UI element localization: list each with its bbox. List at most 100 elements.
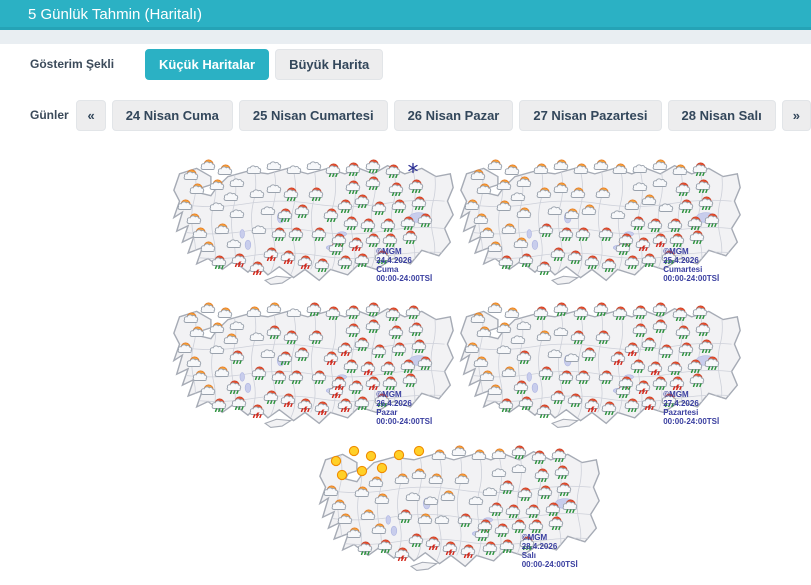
weather-icon-rain-shower bbox=[549, 388, 567, 404]
weather-icon-rain-shower bbox=[646, 216, 664, 233]
forecast-map-pazar[interactable]: ©MGM 26.4.2026 Pazar 00:00-24:00TSİ bbox=[171, 295, 456, 437]
weather-icon-thunderstorm bbox=[634, 235, 652, 252]
map-caption: ©MGM 25.4.2026 Cumartesi 00:00-24:00TSİ bbox=[663, 247, 719, 283]
display-option-small-maps[interactable]: Küçük Haritalar bbox=[145, 48, 270, 80]
weather-icon-sun-cloud bbox=[373, 491, 391, 507]
weather-icon-rain-shower bbox=[557, 225, 575, 242]
forecast-map-cuma[interactable]: ©MGM 24.4.2026 Cuma 00:00-24:00TSİ bbox=[171, 152, 456, 294]
weather-icon-thunderstorm bbox=[640, 394, 658, 410]
weather-icon-cloud bbox=[248, 185, 266, 201]
days-label: Günler bbox=[30, 108, 69, 122]
weather-icon-rain-shower bbox=[381, 374, 399, 390]
map-caption: ©MGM 26.4.2026 Pazar 00:00-24:00TSİ bbox=[376, 390, 432, 426]
weather-icon-rain-shower bbox=[532, 304, 550, 321]
forecast-map-pazartesi[interactable]: ©MGM 27.4.2026 Pazartesi 00:00-24:00TSİ bbox=[458, 295, 743, 437]
weather-icon-cloud bbox=[631, 178, 649, 194]
day-button-2[interactable]: 26 Nisan Pazar bbox=[393, 99, 514, 131]
weather-icon-cloud bbox=[510, 460, 528, 476]
weather-icon-cloud bbox=[245, 161, 263, 177]
weather-icon-rain-shower bbox=[347, 378, 365, 395]
days-prev-button[interactable]: « bbox=[76, 99, 106, 131]
weather-icon-thunderstorm bbox=[330, 374, 348, 390]
weather-icon-rain-shower bbox=[310, 368, 328, 385]
map-credit: ©MGM bbox=[376, 247, 402, 257]
weather-icon-rain-shower bbox=[569, 328, 587, 345]
weather-icon-rain-shower bbox=[674, 180, 692, 196]
weather-icon-rain-shower bbox=[381, 231, 399, 247]
weather-icon-sun-cloud bbox=[469, 310, 487, 326]
weather-icon-sun-cloud bbox=[475, 324, 493, 340]
weather-icon-cloud bbox=[433, 511, 451, 527]
weather-icon-rain-shower bbox=[344, 321, 362, 338]
weather-icon-cloud bbox=[228, 317, 246, 333]
weather-icon-cloud bbox=[552, 323, 570, 339]
day-button-4[interactable]: 28 Nisan Salı bbox=[667, 99, 776, 131]
weather-icon-rain-shower bbox=[549, 245, 567, 261]
weather-icon-rain-shower bbox=[694, 177, 712, 193]
weather-icon-sun bbox=[333, 467, 351, 483]
weather-icon-cloud bbox=[259, 345, 277, 361]
weather-icon-sun-cloud bbox=[367, 474, 385, 490]
day-button-0[interactable]: 24 Nisan Cuma bbox=[111, 99, 233, 131]
weather-icon-sun-cloud bbox=[490, 446, 508, 462]
weather-icon-rain-shower bbox=[376, 537, 394, 553]
weather-icon-rain-shower bbox=[566, 248, 584, 264]
weather-icon-rain-shower bbox=[537, 221, 555, 237]
weather-icon-rain-shower bbox=[344, 178, 362, 195]
weather-icon-thunderstorm bbox=[248, 402, 266, 419]
weather-icon-rain-shower bbox=[336, 197, 354, 213]
forecast-map-cumartesi[interactable]: ©MGM 25.4.2026 Cumartesi 00:00-24:00TSİ bbox=[458, 152, 743, 294]
weather-icon-rain-shower bbox=[686, 357, 704, 373]
weather-icon-sun-cloud bbox=[594, 185, 612, 201]
weather-icon-rain-shower bbox=[250, 364, 268, 380]
weather-icon-rain-shower bbox=[530, 448, 548, 465]
map-date: 26.4.2026 bbox=[376, 399, 412, 409]
weather-icon-thunderstorm bbox=[279, 248, 297, 264]
weather-icon-sun-cloud bbox=[453, 471, 471, 487]
map-day: Salı bbox=[521, 551, 536, 561]
weather-icon-sun-cloud bbox=[410, 466, 428, 482]
map-hours: 00:00-24:00TSİ bbox=[663, 417, 720, 427]
weather-icon-rain-shower bbox=[487, 500, 505, 516]
weather-icon-thunderstorm bbox=[336, 340, 354, 356]
weather-icon-rain-shower bbox=[293, 202, 311, 219]
weather-icon-sun-cloud bbox=[213, 364, 231, 380]
weather-icon-sun bbox=[390, 447, 408, 463]
weather-icon-sun bbox=[327, 453, 345, 469]
weather-icon-sun-cloud bbox=[450, 443, 468, 459]
weather-icon-cloud bbox=[265, 180, 283, 196]
weather-icon-rain-shower bbox=[533, 466, 551, 482]
weather-icon-rain-shower bbox=[276, 206, 294, 223]
weather-icon-rain-shower bbox=[305, 300, 323, 316]
weather-icon-cloud bbox=[422, 492, 440, 508]
weather-icon-rain-shower bbox=[364, 300, 382, 316]
map-caption: ©MGM 28.4.2026 Salı 00:00-24:00TSİ bbox=[522, 533, 578, 569]
weather-icon-sun-cloud bbox=[552, 157, 570, 173]
weather-icon-rain-shower bbox=[697, 337, 715, 353]
days-next-button[interactable]: » bbox=[781, 99, 811, 131]
weather-icon-sun-cloud bbox=[515, 205, 533, 221]
weather-icon-rain-shower bbox=[592, 300, 610, 316]
display-option-big-map[interactable]: Büyük Harita bbox=[275, 48, 384, 80]
weather-icon-sun-cloud bbox=[472, 354, 490, 370]
day-button-1[interactable]: 25 Nisan Cumartesi bbox=[238, 99, 388, 131]
weather-icon-rain-shower bbox=[597, 225, 615, 242]
weather-icon-cloud bbox=[563, 349, 581, 365]
weather-icon-rain-shower bbox=[574, 225, 592, 242]
weather-icon-rain-shower bbox=[404, 303, 422, 319]
day-button-3[interactable]: 27 Nisan Pazartesi bbox=[519, 99, 662, 131]
weather-icon-rain-shower bbox=[353, 251, 371, 267]
weather-icon-rain-shower bbox=[623, 253, 641, 270]
weather-icon-sun-cloud bbox=[475, 181, 493, 197]
weather-icon-cloud bbox=[265, 157, 283, 173]
weather-icon-thunderstorm bbox=[623, 340, 641, 356]
weather-icon-rain-shower bbox=[410, 194, 428, 210]
weather-icon-sun-cloud bbox=[623, 197, 641, 213]
header-substrip bbox=[0, 30, 811, 44]
weather-icon-rain-shower bbox=[342, 214, 360, 230]
weather-icon-rain-shower bbox=[600, 399, 618, 416]
weather-icon-rain-shower bbox=[407, 177, 425, 193]
weather-icon-rain-shower bbox=[210, 253, 228, 270]
weather-icon-rain-shower bbox=[623, 396, 641, 413]
forecast-map-salı[interactable]: ©MGM 28.4.2026 Salı 00:00-24:00TSİ bbox=[317, 438, 602, 580]
